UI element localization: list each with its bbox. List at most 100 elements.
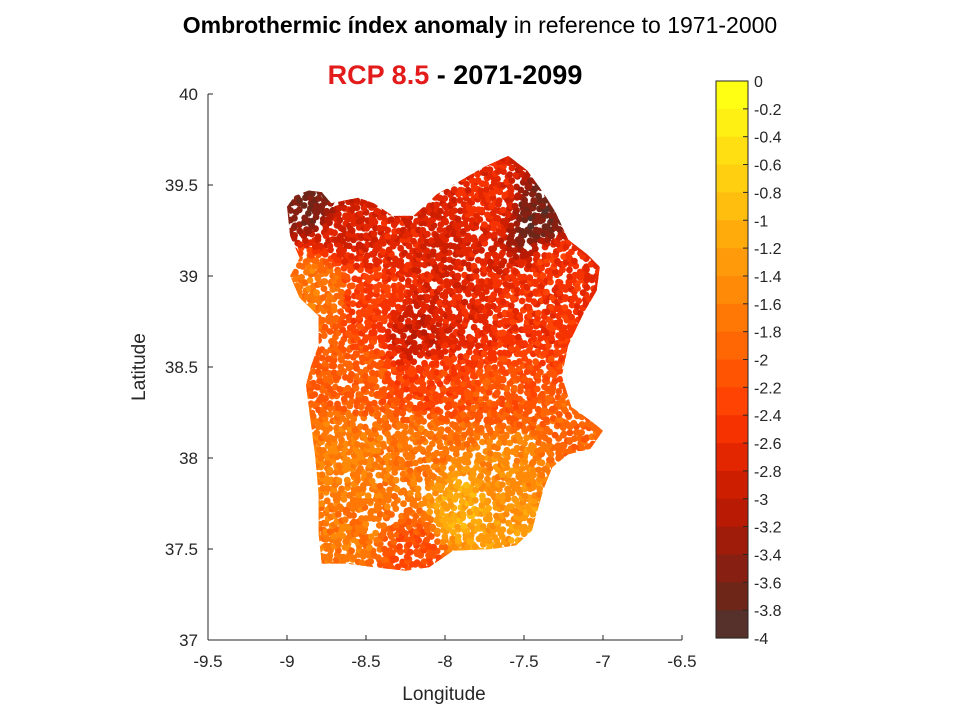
scatter-point	[567, 202, 575, 210]
scatter-point	[579, 496, 586, 504]
scatter-point	[456, 554, 464, 561]
scatter-point	[593, 459, 601, 466]
scatter-point	[566, 487, 574, 495]
scatter-point	[587, 354, 595, 362]
scatter-point	[436, 277, 444, 285]
scatter-point	[538, 536, 545, 544]
scatter-point	[287, 509, 294, 517]
scatter-point	[519, 550, 527, 558]
scatter-point	[416, 174, 424, 182]
scatter-point	[291, 355, 298, 362]
scatter-point	[375, 258, 383, 265]
scatter-point	[491, 364, 499, 371]
scatter-point	[587, 492, 594, 500]
scatter-point	[297, 310, 305, 318]
scatter-point	[287, 175, 292, 182]
scatter-point	[330, 181, 338, 189]
scatter-point	[592, 220, 600, 228]
scatter-point	[485, 504, 492, 512]
scatter-point	[294, 377, 301, 385]
scatter-point	[590, 234, 598, 242]
scatter-point	[598, 501, 603, 508]
scatter-point	[570, 558, 578, 565]
scatter-point	[412, 169, 420, 176]
scatter-point	[499, 526, 507, 534]
scatter-point	[590, 256, 598, 263]
scatter-point	[464, 167, 472, 175]
scatter-point	[596, 258, 603, 265]
scatter-point	[471, 237, 479, 245]
scatter-point	[573, 471, 581, 479]
scatter-point	[415, 475, 423, 483]
scatter-point	[594, 420, 602, 428]
scatter-point	[287, 491, 291, 499]
scatter-point	[570, 369, 578, 377]
scatter-point	[290, 166, 298, 174]
scatter-point	[590, 303, 598, 311]
scatter-point	[319, 565, 327, 571]
scatter-point	[289, 527, 297, 534]
scatter-point	[370, 399, 378, 407]
scatter-point	[592, 554, 600, 562]
scatter-point	[594, 234, 601, 242]
scatter-point	[489, 481, 497, 488]
scatter-point	[478, 532, 485, 540]
scatter-point	[564, 378, 571, 385]
scatter-point	[517, 547, 525, 554]
scatter-point	[368, 192, 375, 200]
scatter-point	[380, 386, 388, 393]
scatter-point	[306, 540, 314, 548]
scatter-point	[568, 475, 575, 482]
scatter-point	[354, 568, 361, 571]
scatter-point	[558, 510, 566, 518]
scatter-point	[554, 542, 562, 549]
scatter-point	[413, 559, 421, 566]
scatter-point	[287, 342, 290, 350]
scatter-point	[585, 553, 592, 560]
scatter-point	[583, 547, 591, 555]
scatter-point	[592, 197, 600, 205]
scatter-point	[433, 201, 441, 209]
scatter-point	[302, 485, 310, 493]
scatter-point	[588, 328, 595, 335]
scatter-point	[400, 173, 408, 181]
scatter-point	[430, 183, 438, 191]
scatter-point	[594, 537, 602, 545]
scatter-point	[432, 232, 440, 240]
scatter-point	[580, 483, 587, 491]
scatter-point	[335, 462, 343, 469]
scatter-point	[587, 215, 595, 223]
scatter-point	[580, 509, 587, 517]
scatter-point	[393, 206, 400, 214]
scatter-point	[480, 350, 488, 358]
scatter-point	[578, 504, 585, 512]
scatter-point	[312, 257, 320, 264]
scatter-point	[366, 195, 374, 203]
scatter-point	[417, 196, 424, 203]
scatter-point	[301, 468, 308, 476]
scatter-point	[580, 530, 587, 537]
scatter-point	[398, 284, 406, 291]
scatter-point	[568, 479, 576, 486]
scatter-point	[461, 298, 469, 306]
scatter-point	[582, 179, 590, 187]
scatter-point	[308, 172, 315, 180]
scatter-point	[406, 393, 413, 401]
scatter-point	[568, 365, 576, 373]
scatter-point	[358, 189, 366, 196]
scatter-point	[307, 527, 315, 535]
scatter-point	[384, 430, 391, 438]
scatter-point	[300, 347, 307, 354]
scatter-point	[561, 475, 569, 483]
scatter-point	[584, 523, 591, 531]
scatter-point	[300, 491, 308, 499]
scatter-point	[302, 344, 309, 351]
scatter-point	[584, 475, 591, 483]
scatter-point	[445, 564, 453, 571]
scatter-point	[287, 542, 290, 549]
scatter-point	[571, 435, 578, 443]
scatter-point	[397, 548, 404, 556]
scatter-point	[332, 171, 340, 178]
scatter-point	[558, 462, 565, 470]
scatter-point	[539, 521, 547, 528]
